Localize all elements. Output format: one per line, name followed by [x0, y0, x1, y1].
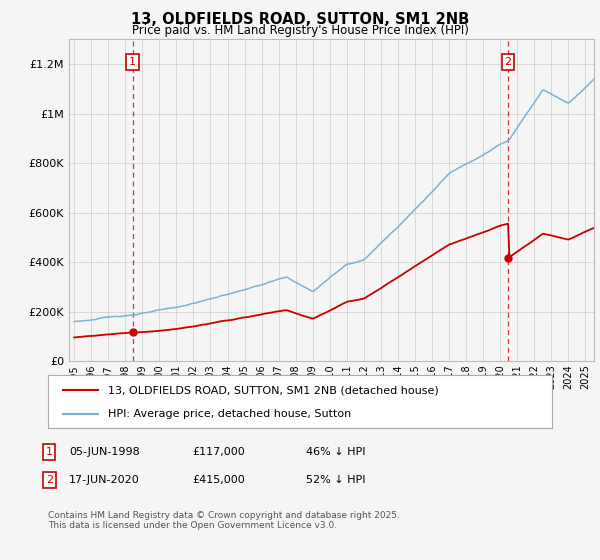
- Text: HPI: Average price, detached house, Sutton: HPI: Average price, detached house, Sutt…: [109, 408, 352, 418]
- Text: £415,000: £415,000: [192, 475, 245, 485]
- Text: £117,000: £117,000: [192, 447, 245, 457]
- Text: Price paid vs. HM Land Registry's House Price Index (HPI): Price paid vs. HM Land Registry's House …: [131, 24, 469, 36]
- Text: 2: 2: [505, 57, 512, 67]
- Text: 1: 1: [46, 447, 53, 457]
- Text: 2: 2: [46, 475, 53, 485]
- Text: Contains HM Land Registry data © Crown copyright and database right 2025.
This d: Contains HM Land Registry data © Crown c…: [48, 511, 400, 530]
- Text: 52% ↓ HPI: 52% ↓ HPI: [306, 475, 365, 485]
- Text: 13, OLDFIELDS ROAD, SUTTON, SM1 2NB (detached house): 13, OLDFIELDS ROAD, SUTTON, SM1 2NB (det…: [109, 385, 439, 395]
- Text: 46% ↓ HPI: 46% ↓ HPI: [306, 447, 365, 457]
- Text: 1: 1: [129, 57, 136, 67]
- Text: 17-JUN-2020: 17-JUN-2020: [69, 475, 140, 485]
- Text: 05-JUN-1998: 05-JUN-1998: [69, 447, 140, 457]
- Text: 13, OLDFIELDS ROAD, SUTTON, SM1 2NB: 13, OLDFIELDS ROAD, SUTTON, SM1 2NB: [131, 12, 469, 27]
